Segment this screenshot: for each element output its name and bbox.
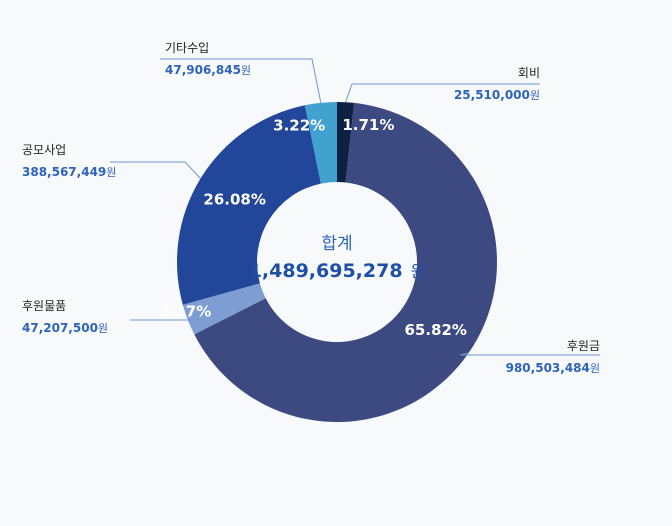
slice-1 [337,102,355,183]
center-total-unit: 원 [411,262,426,281]
leader-line-2 [459,352,600,356]
category-label-3: 후원물품 [22,299,66,313]
slice-3 [182,283,266,335]
amount-label-4: 388,567,449원 [22,165,116,179]
slice-2 [194,102,497,423]
leader-line-1 [345,83,540,103]
category-label-5: 기타수입 [165,41,209,55]
leader-line-5 [160,58,322,103]
slice-5 [304,102,337,184]
amount-value-4: 388,567,449 [22,165,106,179]
amount-unit-5: 원 [241,64,251,77]
amount-unit-1: 원 [530,89,540,102]
percent-label-4: 26.08% [203,190,265,208]
percent-labels: 1.71% 65.82% 3.17% 26.08% 3.22% [159,116,467,339]
center-title: 합계 [321,234,352,254]
amount-value-2: 980,503,484 [506,361,590,375]
percent-label-3: 3.17% [159,303,211,321]
category-label-4: 공모사업 [22,143,66,157]
center-total-value: 1,489,695,278 [249,260,403,282]
leader-line-4 [110,161,201,179]
amount-value-5: 47,906,845 [165,63,241,77]
amount-unit-2: 원 [590,362,600,375]
donut-slices [177,102,497,423]
percent-label-1: 1.71% [342,116,394,134]
percent-label-2: 65.82% [404,321,466,339]
category-labels: 회비25,510,000원후원금980,503,484원후원물품47,207,5… [22,41,600,375]
amount-label-5: 47,906,845원 [165,63,251,77]
amount-value-1: 25,510,000 [454,88,530,102]
category-label-2: 후원금 [567,339,600,353]
amount-label-1: 25,510,000원 [454,88,540,102]
category-label-1: 회비 [518,66,540,80]
amount-unit-3: 원 [98,322,108,335]
amount-value-3: 47,207,500 [22,321,98,335]
amount-unit-4: 원 [106,166,116,179]
percent-label-5: 3.22% [273,117,325,135]
amount-label-3: 47,207,500원 [22,321,108,335]
slice-4 [177,105,321,305]
center-total: 1,489,695,278 원 [249,260,426,282]
amount-label-2: 980,503,484원 [506,361,600,375]
leader-lines [110,58,600,356]
